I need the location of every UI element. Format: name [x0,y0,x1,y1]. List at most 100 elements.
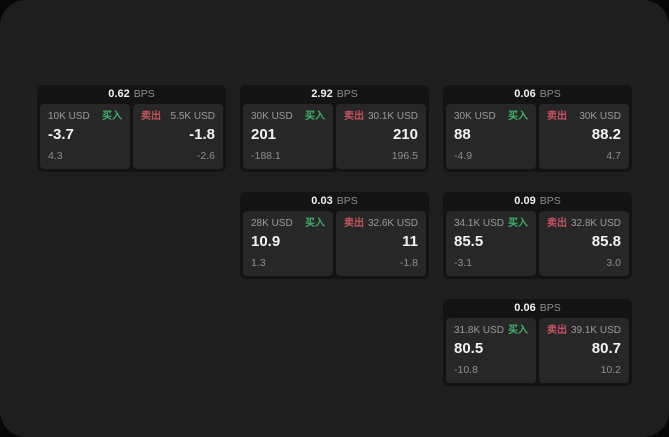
bps-spread-value: 0.62 [108,88,130,100]
buy-side-label: 买入 [508,325,528,336]
sell-delta: 3.0 [606,257,621,269]
quote-card: 0.03 BPS 28K USD 买入 10.9 1.3 卖出 32.6K US… [240,192,429,279]
quote-card: 0.06 BPS 31.8K USD 买入 80.5 -10.8 卖出 39.1… [443,299,632,386]
buy-side-label: 买入 [508,111,528,122]
bps-spread-value: 0.06 [514,88,536,100]
sell-delta: 10.2 [600,364,621,376]
bps-spread-value: 0.09 [514,195,536,207]
buy-delta: -188.1 [251,150,281,162]
bps-unit-label: BPS [133,88,155,100]
sell-panel[interactable]: 卖出 30.1K USD 210 196.5 [336,104,426,169]
sell-amount: 32.6K USD [367,218,418,229]
buy-amount: 10K USD [48,111,90,122]
buy-amount: 28K USD [251,218,293,229]
bps-unit-label: BPS [336,88,358,100]
sell-side-label: 卖出 [344,218,364,229]
sell-price: 11 [402,233,418,250]
bps-unit-label: BPS [539,195,561,207]
buy-amount: 30K USD [454,111,496,122]
sell-price: 210 [392,126,418,143]
buy-price: -3.7 [48,126,74,143]
quote-card: 2.92 BPS 30K USD 买入 201 -188.1 卖出 30.1K … [240,85,429,172]
sell-price: 80.7 [591,340,621,357]
card-header: 2.92 BPS [240,85,429,104]
card-header: 0.09 BPS [443,192,632,211]
sell-panel[interactable]: 卖出 30K USD 88.2 4.7 [539,104,629,169]
buy-panel[interactable]: 10K USD 买入 -3.7 4.3 [40,104,130,169]
card-body: 10K USD 买入 -3.7 4.3 卖出 5.5K USD -1.8 -2.… [37,104,226,172]
buy-side-label: 买入 [102,111,122,122]
buy-price: 10.9 [251,233,281,250]
sell-panel-top: 卖出 5.5K USD [141,110,215,123]
buy-panel-top: 31.8K USD 买入 [454,324,528,337]
buy-amount: 31.8K USD [454,325,505,336]
sell-side-label: 卖出 [141,111,161,122]
buy-panel-top: 30K USD 买入 [454,110,528,123]
card-body: 34.1K USD 买入 85.5 -3.1 卖出 32.8K USD 85.8… [443,211,632,279]
card-header: 0.06 BPS [443,85,632,104]
buy-panel-top: 34.1K USD 买入 [454,217,528,230]
buy-delta: -4.9 [454,150,473,162]
sell-panel[interactable]: 卖出 5.5K USD -1.8 -2.6 [133,104,223,169]
buy-price: 85.5 [454,233,484,250]
bps-unit-label: BPS [539,88,561,100]
buy-side-label: 买入 [305,218,325,229]
sell-amount: 39.1K USD [570,325,621,336]
sell-delta: -2.6 [196,150,215,162]
card-body: 30K USD 买入 201 -188.1 卖出 30.1K USD 210 1… [240,104,429,172]
buy-panel[interactable]: 30K USD 买入 88 -4.9 [446,104,536,169]
buy-panel-top: 28K USD 买入 [251,217,325,230]
sell-side-label: 卖出 [547,325,567,336]
buy-panel-top: 30K USD 买入 [251,110,325,123]
sell-delta: 196.5 [391,150,418,162]
bps-spread-value: 2.92 [311,88,333,100]
buy-price: 201 [251,126,277,143]
buy-amount: 34.1K USD [454,218,505,229]
sell-side-label: 卖出 [547,111,567,122]
buy-price: 80.5 [454,340,484,357]
buy-panel[interactable]: 31.8K USD 买入 80.5 -10.8 [446,318,536,383]
sell-price: -1.8 [189,126,215,143]
card-header: 0.03 BPS [240,192,429,211]
quote-card: 0.06 BPS 30K USD 买入 88 -4.9 卖出 30K USD 8… [443,85,632,172]
buy-delta: 4.3 [48,150,63,162]
sell-panel[interactable]: 卖出 32.6K USD 11 -1.8 [336,211,426,276]
quotes-grid: 0.62 BPS 10K USD 买入 -3.7 4.3 卖出 5.5K USD… [37,85,632,386]
bps-spread-value: 0.03 [311,195,333,207]
sell-side-label: 卖出 [547,218,567,229]
card-body: 30K USD 买入 88 -4.9 卖出 30K USD 88.2 4.7 [443,104,632,172]
sell-side-label: 卖出 [344,111,364,122]
buy-amount: 30K USD [251,111,293,122]
sell-panel[interactable]: 卖出 32.8K USD 85.8 3.0 [539,211,629,276]
bps-unit-label: BPS [336,195,358,207]
buy-panel-top: 10K USD 买入 [48,110,122,123]
buy-side-label: 买入 [305,111,325,122]
quote-card: 0.09 BPS 34.1K USD 买入 85.5 -3.1 卖出 32.8K… [443,192,632,279]
sell-panel-top: 卖出 32.6K USD [344,217,418,230]
sell-amount: 30K USD [579,111,621,122]
card-header: 0.06 BPS [443,299,632,318]
quote-card: 0.62 BPS 10K USD 买入 -3.7 4.3 卖出 5.5K USD… [37,85,226,172]
sell-panel[interactable]: 卖出 39.1K USD 80.7 10.2 [539,318,629,383]
sell-price: 88.2 [591,126,621,143]
sell-amount: 30.1K USD [367,111,418,122]
bps-unit-label: BPS [539,302,561,314]
sell-delta: 4.7 [606,150,621,162]
sell-amount: 5.5K USD [170,111,215,122]
buy-side-label: 买入 [508,218,528,229]
sell-panel-top: 卖出 32.8K USD [547,217,621,230]
sell-panel-top: 卖出 30.1K USD [344,110,418,123]
card-body: 31.8K USD 买入 80.5 -10.8 卖出 39.1K USD 80.… [443,318,632,386]
buy-delta: -3.1 [454,257,473,269]
sell-panel-top: 卖出 39.1K USD [547,324,621,337]
sell-panel-top: 卖出 30K USD [547,110,621,123]
buy-panel[interactable]: 34.1K USD 买入 85.5 -3.1 [446,211,536,276]
bps-spread-value: 0.06 [514,302,536,314]
buy-delta: 1.3 [251,257,266,269]
buy-panel[interactable]: 28K USD 买入 10.9 1.3 [243,211,333,276]
card-header: 0.62 BPS [37,85,226,104]
buy-delta: -10.8 [454,364,478,376]
sell-price: 85.8 [591,233,621,250]
buy-panel[interactable]: 30K USD 买入 201 -188.1 [243,104,333,169]
buy-price: 88 [454,126,471,143]
